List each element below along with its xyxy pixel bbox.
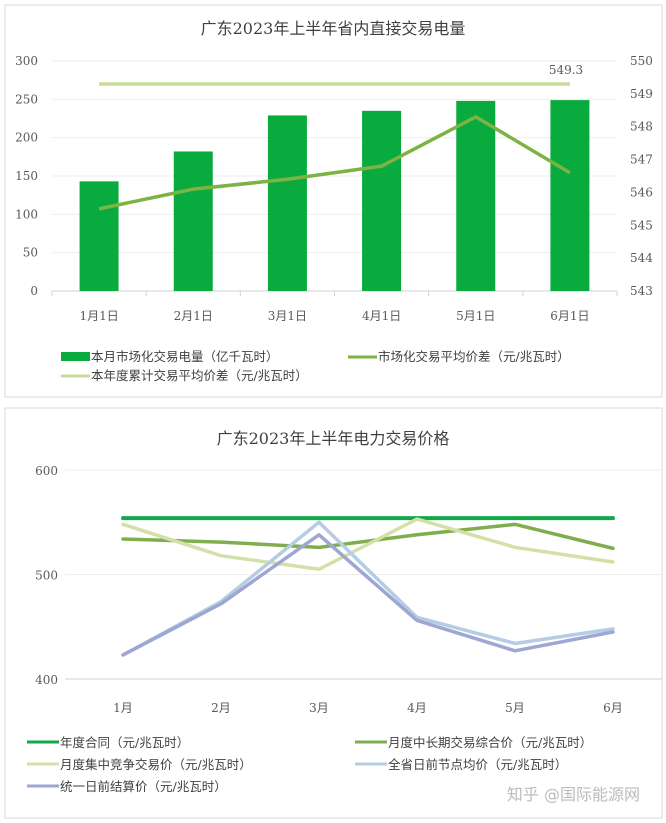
y-left-tick: 50 xyxy=(23,246,38,260)
y-tick: 600 xyxy=(35,464,58,478)
bar xyxy=(79,181,119,291)
y-tick: 500 xyxy=(35,569,58,583)
bar xyxy=(550,100,590,291)
x-tick-label: 6月1日 xyxy=(550,309,589,323)
y-left-tick: 150 xyxy=(15,169,38,183)
data-label: 549.3 xyxy=(549,63,583,77)
series-line-2 xyxy=(121,517,615,572)
y-right-tick: 548 xyxy=(630,120,653,134)
y-left-tick: 200 xyxy=(15,131,38,145)
y-left-tick: 250 xyxy=(15,92,38,106)
y-right-tick: 544 xyxy=(630,251,653,265)
bar xyxy=(267,115,307,291)
y-right-tick: 543 xyxy=(630,284,653,298)
legend-swatch xyxy=(61,352,90,361)
x-tick-label: 3月1日 xyxy=(268,309,307,323)
x-tick-label: 5月1日 xyxy=(456,309,495,323)
y-right-tick: 549 xyxy=(630,87,653,101)
series-line-1 xyxy=(98,114,571,211)
x-tick-label: 2月1日 xyxy=(174,309,213,323)
legend-label: 统一日前结算价（元/兆瓦时） xyxy=(60,779,227,794)
y-right-tick: 545 xyxy=(630,218,653,232)
chart2-frame xyxy=(4,407,663,819)
legend-label: 全省日前节点均价（元/兆瓦时） xyxy=(388,757,567,772)
legend-label: 月度中长期交易综合价（元/兆瓦时） xyxy=(388,735,592,750)
series-line-1 xyxy=(121,522,615,551)
chart2-title: 广东2023年上半年电力交易价格 xyxy=(217,429,450,448)
y-right-tick: 550 xyxy=(630,54,653,68)
chart1-title: 广东2023年上半年省内直接交易电量 xyxy=(201,19,466,38)
y-tick: 400 xyxy=(35,673,58,687)
x-tick-label: 5月 xyxy=(505,701,525,715)
legend-label: 本月市场化交易电量（亿千瓦时） xyxy=(91,349,279,364)
x-tick-label: 4月 xyxy=(407,701,427,715)
series-line-4 xyxy=(121,533,615,657)
x-tick-label: 1月1日 xyxy=(79,309,118,323)
x-tick-label: 1月 xyxy=(113,701,133,715)
x-tick-label: 6月 xyxy=(603,701,623,715)
legend-label: 市场化交易平均价差（元/兆瓦时） xyxy=(378,349,570,364)
y-left-tick: 0 xyxy=(30,284,38,298)
x-tick-label: 4月1日 xyxy=(362,309,401,323)
y-left-tick: 300 xyxy=(15,54,38,68)
legend-label: 本年度累计交易平均价差（元/兆瓦时） xyxy=(91,368,308,383)
legend-label: 月度集中竞争交易价（元/兆瓦时） xyxy=(60,757,252,772)
bar xyxy=(456,100,496,291)
y-right-tick: 546 xyxy=(630,185,653,199)
watermark: 知乎 @国际能源网 xyxy=(507,785,640,804)
y-right-tick: 547 xyxy=(630,153,653,167)
legend-label: 年度合同（元/兆瓦时） xyxy=(60,735,189,750)
bar xyxy=(362,110,402,291)
chart1-plot: 0 50 100 150 200 250 300 543 544 545 546 547 548 549 5… xyxy=(15,54,653,383)
x-tick-label: 3月 xyxy=(309,701,329,715)
bar xyxy=(173,151,213,291)
x-tick-label: 2月 xyxy=(211,701,231,715)
y-left-tick: 100 xyxy=(15,207,38,221)
